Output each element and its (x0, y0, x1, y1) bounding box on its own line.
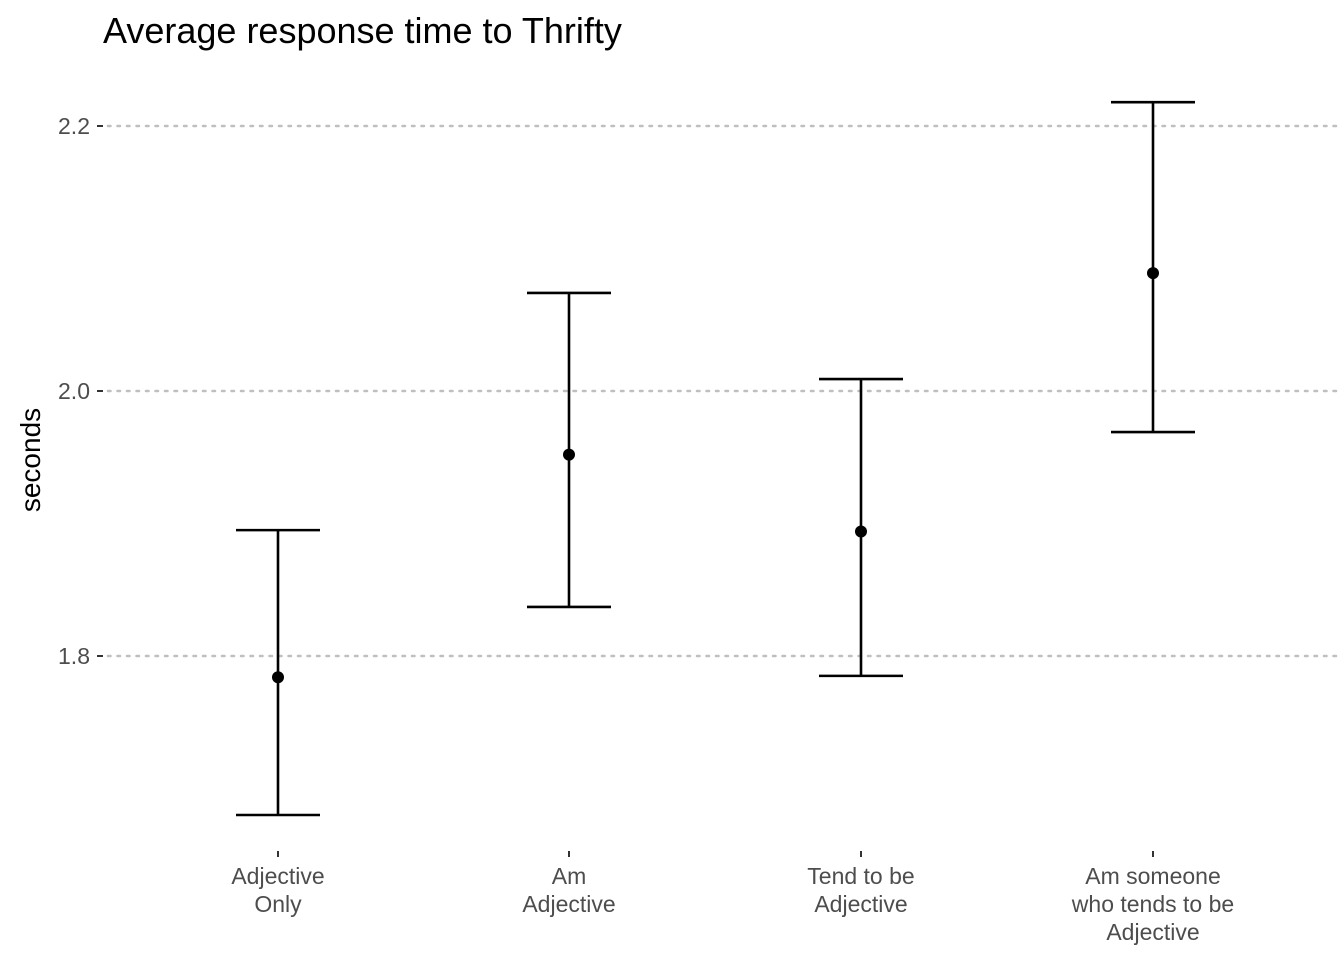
error-bar (527, 291, 611, 609)
mean-point (272, 671, 284, 684)
chart-title: Average response time to Thrifty (103, 10, 622, 51)
y-tick-label: 1.8 (58, 643, 90, 669)
error-bar (1111, 100, 1195, 434)
error-bar (819, 377, 903, 678)
x-axis: Adjective Only Am Adjective Tend to be Adject… (231, 851, 1234, 945)
y-axis-title: seconds (15, 408, 46, 512)
y-tick-label: 2.0 (58, 378, 90, 404)
x-tick-label: Tend to be Adjective (807, 863, 914, 917)
mean-point (563, 448, 575, 461)
error-bar (236, 528, 320, 817)
x-tick-label: Am someone who tends to be Adjective (1071, 863, 1234, 945)
error-bars (236, 100, 1195, 817)
mean-point (855, 525, 867, 538)
mean-point (1147, 267, 1159, 280)
x-tick-label: Adjective Only (231, 863, 324, 917)
x-tick-label: Am Adjective (522, 863, 615, 917)
y-axis: 1.8 2.0 2.2 (58, 113, 103, 669)
y-tick-label: 2.2 (58, 113, 90, 139)
